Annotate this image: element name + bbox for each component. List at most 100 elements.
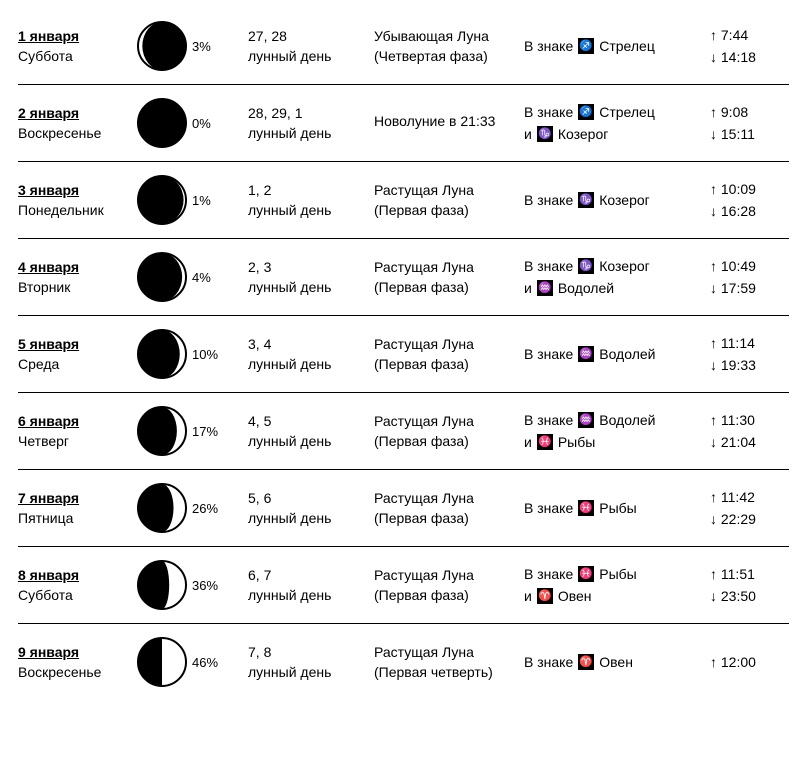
moon-cell: 17%	[136, 405, 248, 457]
date-link[interactable]: 5 января	[18, 336, 136, 352]
lunar-day-label: лунный день	[248, 202, 374, 218]
zodiac-prefix: и	[524, 277, 532, 299]
zodiac-name: Рыбы	[558, 431, 595, 453]
zodiac-line: В знаке ♒ Водолей	[524, 409, 710, 431]
lunar-day-numbers: 5, 6	[248, 490, 374, 506]
zodiac-prefix: В знаке	[524, 101, 573, 123]
date-cell: 4 января Вторник	[18, 259, 136, 295]
phase-cell: Растущая Луна (Первая фаза)	[374, 490, 524, 526]
zodiac-name: Стрелец	[599, 35, 655, 57]
phase-name: Растущая Луна	[374, 336, 524, 352]
date-cell: 3 января Понедельник	[18, 182, 136, 218]
times-cell: ↑ 9:08 ↓ 15:11	[710, 101, 780, 146]
zodiac-line: В знаке ♐ Стрелец	[524, 101, 710, 123]
times-cell: ↑ 11:30 ↓ 21:04	[710, 409, 780, 454]
calendar-row: 8 января Суббота 36% 6, 7 лунный день Ра…	[18, 547, 789, 624]
zodiac-cell: В знаке ♓ Рыбы и ♈ Овен	[524, 563, 710, 608]
zodiac-cell: В знаке ♐ Стрелец	[524, 35, 710, 57]
moonset-time: ↓ 19:33	[710, 354, 780, 376]
date-link[interactable]: 3 января	[18, 182, 136, 198]
zodiac-prefix: В знаке	[524, 409, 573, 431]
lunar-calendar: 1 января Суббота 3% 27, 28 лунный день У…	[18, 8, 789, 700]
date-link[interactable]: 7 января	[18, 490, 136, 506]
lunar-day-label: лунный день	[248, 356, 374, 372]
phase-name: Новолуние в 21:33	[374, 113, 524, 129]
lunar-day-label: лунный день	[248, 664, 374, 680]
phase-detail: (Первая фаза)	[374, 510, 524, 526]
lunar-day-numbers: 27, 28	[248, 28, 374, 44]
calendar-row: 6 января Четверг 17% 4, 5 лунный день Ра…	[18, 393, 789, 470]
zodiac-icon-pisces: ♓	[537, 434, 553, 450]
calendar-row: 9 января Воскресенье 46% 7, 8 лунный ден…	[18, 624, 789, 700]
moonset-time: ↓ 14:18	[710, 46, 780, 68]
zodiac-name: Овен	[558, 585, 592, 607]
phase-name: Растущая Луна	[374, 413, 524, 429]
times-cell: ↑ 12:00	[710, 651, 780, 673]
illumination-pct: 17%	[192, 424, 218, 439]
phase-name: Растущая Луна	[374, 490, 524, 506]
lunar-day-label: лунный день	[248, 510, 374, 526]
zodiac-line: В знаке ♓ Рыбы	[524, 497, 710, 519]
lunar-day-cell: 27, 28 лунный день	[248, 28, 374, 64]
lunar-day-label: лунный день	[248, 48, 374, 64]
moonrise-time: ↑ 11:30	[710, 409, 780, 431]
zodiac-prefix: и	[524, 585, 532, 607]
phase-cell: Растущая Луна (Первая фаза)	[374, 413, 524, 449]
zodiac-icon-sagittarius: ♐	[578, 104, 594, 120]
zodiac-name: Водолей	[558, 277, 614, 299]
zodiac-prefix: В знаке	[524, 35, 573, 57]
date-link[interactable]: 1 января	[18, 28, 136, 44]
zodiac-name: Стрелец	[599, 101, 655, 123]
zodiac-line: В знаке ♑ Козерог	[524, 255, 710, 277]
date-link[interactable]: 4 января	[18, 259, 136, 275]
phase-cell: Растущая Луна (Первая фаза)	[374, 567, 524, 603]
date-cell: 2 января Воскресенье	[18, 105, 136, 141]
lunar-day-cell: 5, 6 лунный день	[248, 490, 374, 526]
lunar-day-cell: 3, 4 лунный день	[248, 336, 374, 372]
zodiac-icon-pisces: ♓	[578, 500, 594, 516]
date-link[interactable]: 9 января	[18, 644, 136, 660]
zodiac-name: Рыбы	[599, 563, 636, 585]
calendar-row: 7 января Пятница 26% 5, 6 лунный день Ра…	[18, 470, 789, 547]
moon-phase-icon	[136, 20, 188, 72]
zodiac-prefix: и	[524, 431, 532, 453]
times-cell: ↑ 7:44 ↓ 14:18	[710, 24, 780, 69]
zodiac-name: Водолей	[599, 343, 655, 365]
calendar-row: 4 января Вторник 4% 2, 3 лунный день Рас…	[18, 239, 789, 316]
moon-cell: 4%	[136, 251, 248, 303]
zodiac-prefix: В знаке	[524, 497, 573, 519]
phase-detail: (Четвертая фаза)	[374, 48, 524, 64]
zodiac-cell: В знаке ♐ Стрелец и ♑ Козерог	[524, 101, 710, 146]
phase-detail: (Первая фаза)	[374, 356, 524, 372]
lunar-day-label: лунный день	[248, 125, 374, 141]
times-cell: ↑ 11:14 ↓ 19:33	[710, 332, 780, 377]
lunar-day-numbers: 28, 29, 1	[248, 105, 374, 121]
date-link[interactable]: 6 января	[18, 413, 136, 429]
date-link[interactable]: 2 января	[18, 105, 136, 121]
zodiac-prefix: В знаке	[524, 563, 573, 585]
zodiac-line: и ♒ Водолей	[524, 277, 710, 299]
date-cell: 5 января Среда	[18, 336, 136, 372]
moon-phase-icon	[136, 559, 188, 611]
moonset-time: ↓ 16:28	[710, 200, 780, 222]
phase-name: Растущая Луна	[374, 567, 524, 583]
weekday: Четверг	[18, 433, 136, 449]
phase-name: Растущая Луна	[374, 182, 524, 198]
moon-phase-icon	[136, 636, 188, 688]
date-link[interactable]: 8 января	[18, 567, 136, 583]
zodiac-icon-capricorn: ♑	[537, 126, 553, 142]
moonrise-time: ↑ 10:49	[710, 255, 780, 277]
zodiac-prefix: В знаке	[524, 651, 573, 673]
phase-detail: (Первая фаза)	[374, 279, 524, 295]
zodiac-name: Козерог	[558, 123, 609, 145]
lunar-day-cell: 6, 7 лунный день	[248, 567, 374, 603]
zodiac-icon-sagittarius: ♐	[578, 38, 594, 54]
lunar-day-cell: 7, 8 лунный день	[248, 644, 374, 680]
illumination-pct: 0%	[192, 116, 211, 131]
date-cell: 6 января Четверг	[18, 413, 136, 449]
weekday: Воскресенье	[18, 664, 136, 680]
illumination-pct: 26%	[192, 501, 218, 516]
phase-detail: (Первая фаза)	[374, 202, 524, 218]
lunar-day-label: лунный день	[248, 433, 374, 449]
moonset-time: ↓ 17:59	[710, 277, 780, 299]
